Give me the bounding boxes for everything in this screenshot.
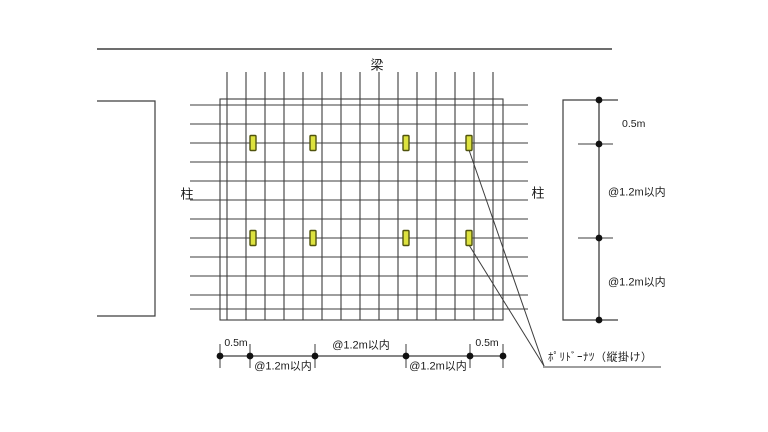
panel-outline: [219, 98, 504, 321]
poly-donut-spacer: [465, 229, 473, 247]
bottom-dimension-dot: [246, 352, 254, 360]
column-label-left: 柱: [180, 186, 194, 202]
bottom-dim-label-05m-left: 0.5m: [224, 336, 248, 349]
column-label-right: 柱: [531, 185, 545, 201]
right-dimension-dot: [595, 96, 603, 104]
right-dimension-dot: [595, 140, 603, 148]
poly-donut-label: ﾎﾟﾘﾄﾞｰﾅﾂ（縦掛け）: [548, 351, 653, 364]
poly-donut-spacer: [249, 134, 257, 152]
bottom-dim-label-12m-center: @1.2m以内: [332, 339, 390, 352]
left-column-outline: [97, 100, 156, 317]
leader-line: [468, 244, 545, 367]
bottom-dimension-dot: [402, 352, 410, 360]
poly-donut-spacer: [402, 134, 410, 152]
bottom-dim-label-12m-left: @1.2m以内: [254, 360, 312, 373]
bottom-dimension-dot: [311, 352, 319, 360]
bottom-dimension-dot: [216, 352, 224, 360]
right-dim-label-05m: 0.5m: [622, 117, 646, 130]
beam-label: 梁: [370, 57, 384, 73]
leader-line: [468, 149, 545, 367]
right-dimension-dot: [595, 234, 603, 242]
bottom-dimension-dot: [499, 352, 507, 360]
bottom-dim-label-12m-right: @1.2m以内: [409, 360, 467, 373]
right-dimension-dot: [595, 316, 603, 324]
poly-donut-spacer: [402, 229, 410, 247]
right-panel-bracket: [562, 99, 618, 321]
poly-donut-spacer: [309, 134, 317, 152]
bottom-dimension-dot: [466, 352, 474, 360]
poly-donut-spacer: [309, 229, 317, 247]
poly-donut-spacer: [465, 134, 473, 152]
bottom-dim-label-05m-right: 0.5m: [475, 336, 499, 349]
poly-donut-spacer: [249, 229, 257, 247]
right-dim-label-12m-lower: @1.2m以内: [608, 276, 666, 289]
right-dim-label-12m-upper: @1.2m以内: [608, 186, 666, 199]
